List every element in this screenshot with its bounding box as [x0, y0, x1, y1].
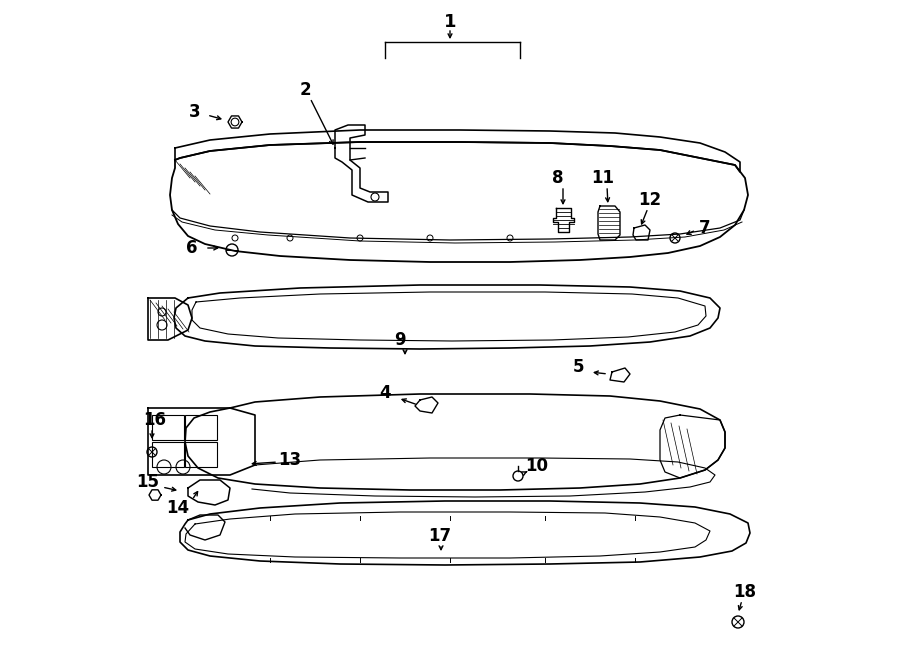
Bar	[152, 442, 184, 467]
Text: 18: 18	[734, 583, 757, 601]
Text: 7: 7	[699, 219, 711, 237]
Text: 4: 4	[379, 384, 391, 402]
Text: 5: 5	[572, 358, 584, 376]
Bar	[185, 415, 217, 440]
Text: 1: 1	[444, 13, 456, 31]
Text: 16: 16	[143, 411, 166, 429]
Text: 17: 17	[428, 527, 452, 545]
Bar	[152, 415, 184, 440]
Text: 13: 13	[278, 451, 302, 469]
Text: 2: 2	[299, 81, 310, 99]
Text: 12: 12	[638, 191, 662, 209]
Text: 10: 10	[526, 457, 548, 475]
Text: 3: 3	[189, 103, 201, 121]
Text: 15: 15	[137, 473, 159, 491]
Bar	[185, 442, 217, 467]
Text: 11: 11	[591, 169, 615, 187]
Text: 6: 6	[186, 239, 198, 257]
Text: 14: 14	[166, 499, 190, 517]
Text: 8: 8	[553, 169, 563, 187]
Text: 9: 9	[394, 331, 406, 349]
